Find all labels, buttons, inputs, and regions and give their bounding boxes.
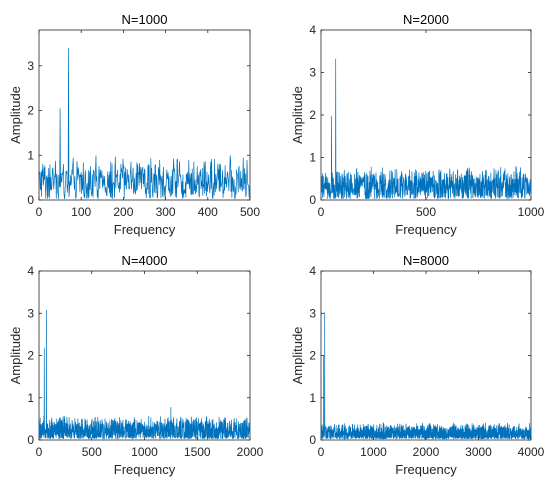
subplot-4: 0 1000 2000 3000 4000 0 1 2 3 4 N=8000 Frequency Amp…	[290, 253, 545, 477]
series-line	[38, 309, 251, 440]
y-tick-label: 2	[309, 349, 316, 363]
x-tick-label: 2000	[237, 445, 264, 459]
x-tick-label: 1000	[131, 445, 158, 459]
y-tick-label: 1	[309, 151, 316, 165]
y-axis-label: Amplitude	[290, 327, 305, 385]
y-tick-label: 0	[309, 193, 316, 207]
x-tick-label: 300	[156, 205, 176, 219]
y-tick-label: 4	[309, 23, 316, 37]
x-tick-label: 4000	[518, 445, 545, 459]
x-tick-label: 3000	[465, 445, 492, 459]
x-tick-label: 2000	[413, 445, 440, 459]
x-tick-label: 500	[82, 445, 102, 459]
y-tick-label: 4	[309, 264, 316, 278]
y-tick-label: 0	[27, 193, 34, 207]
x-tick-label: 200	[113, 205, 133, 219]
y-tick-label: 2	[27, 349, 34, 363]
chart-title: N=8000	[403, 253, 449, 268]
axes-frame	[320, 270, 532, 441]
y-tick-label: 1	[27, 391, 34, 405]
y-tick-label: 0	[309, 433, 316, 447]
chart-title: N=1000	[122, 12, 168, 27]
axes-frame	[38, 29, 251, 201]
y-tick-label: 4	[27, 264, 34, 278]
subplot-1: 0 100 200 300 400 500 0 1 2 3 N=1000 Frequency Ampli…	[8, 12, 260, 237]
series-line	[320, 312, 532, 441]
y-axis-label: Amplitude	[290, 86, 305, 144]
subplot-2: 0 500 1000 0 1 2 3 4 N=2000 Frequency Amplitude	[290, 12, 545, 237]
y-tick-label: 3	[309, 66, 316, 80]
axes-frame	[38, 270, 251, 441]
x-tick-label: 1500	[184, 445, 211, 459]
x-tick-label: 1000	[518, 205, 545, 219]
x-tick-label: 0	[318, 445, 325, 459]
y-tick-label: 1	[309, 391, 316, 405]
series-line	[320, 58, 532, 200]
x-axis-label: Frequency	[114, 462, 176, 477]
chart-title: N=4000	[122, 253, 168, 268]
y-tick-label: 3	[309, 306, 316, 320]
x-tick-label: 100	[71, 205, 91, 219]
y-axis-label: Amplitude	[8, 86, 23, 144]
y-tick-label: 2	[27, 104, 34, 118]
x-tick-label: 0	[36, 205, 43, 219]
chart-title: N=2000	[403, 12, 449, 27]
x-tick-label: 500	[240, 205, 260, 219]
x-tick-label: 0	[36, 445, 43, 459]
subplot-3: 0 500 1000 1500 2000 0 1 2 3 4 N=4000 Frequency Ampl…	[8, 253, 264, 477]
x-tick-label: 0	[318, 205, 325, 219]
y-tick-label: 1	[27, 148, 34, 162]
x-tick-label: 400	[198, 205, 218, 219]
y-axis-label: Amplitude	[8, 327, 23, 385]
x-tick-label: 1000	[360, 445, 387, 459]
y-tick-label: 0	[27, 433, 34, 447]
y-tick-label: 3	[27, 306, 34, 320]
x-axis-label: Frequency	[395, 222, 457, 237]
series-line	[38, 47, 251, 200]
x-axis-label: Frequency	[395, 462, 457, 477]
x-axis-label: Frequency	[114, 222, 176, 237]
y-tick-label: 2	[309, 108, 316, 122]
x-tick-label: 500	[416, 205, 436, 219]
y-tick-label: 3	[27, 59, 34, 73]
